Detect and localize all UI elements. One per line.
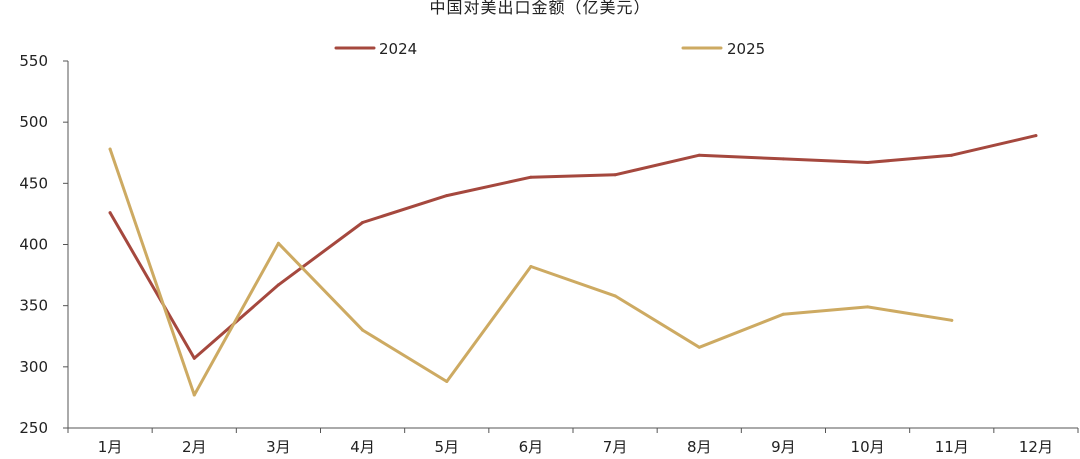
x-tick-label: 5月 xyxy=(434,438,459,456)
data-point-2025 xyxy=(193,393,196,396)
y-tick-label: 450 xyxy=(19,174,48,192)
y-tick-label: 550 xyxy=(19,52,48,70)
legend-label-2024: 2024 xyxy=(379,40,417,58)
data-point-2025 xyxy=(277,242,280,245)
data-point-2024 xyxy=(277,283,280,286)
legend-label-2025: 2025 xyxy=(727,40,765,58)
data-point-2024 xyxy=(445,194,448,197)
data-point-2024 xyxy=(529,176,532,179)
data-point-2024 xyxy=(698,154,701,157)
data-point-2024 xyxy=(109,211,112,214)
axes xyxy=(68,61,1078,428)
x-tick-label: 3月 xyxy=(266,438,291,456)
x-axis-ticks: 1月 2月 3月 4月 5月 6月 7月 8月 9月 10月 11月 12月 xyxy=(68,428,1078,456)
data-point-2024 xyxy=(361,221,364,224)
data-point-2024 xyxy=(782,157,785,160)
x-tick-label: 11月 xyxy=(935,438,969,456)
series-group xyxy=(109,134,1038,396)
x-tick-label: 12月 xyxy=(1019,438,1053,456)
x-tick-label: 4月 xyxy=(350,438,375,456)
y-tick-label: 500 xyxy=(19,113,48,131)
y-axis-ticks: 250 300 350 400 450 500 550 xyxy=(19,52,68,437)
data-point-2025 xyxy=(529,265,532,268)
x-tick-label: 7月 xyxy=(603,438,628,456)
data-point-2024 xyxy=(614,173,617,176)
y-tick-label: 400 xyxy=(19,236,48,254)
x-tick-label: 1月 xyxy=(98,438,123,456)
x-tick-label: 9月 xyxy=(771,438,796,456)
series-line-2024 xyxy=(110,136,1036,359)
data-point-2025 xyxy=(614,294,617,297)
data-point-2024 xyxy=(866,161,869,164)
legend: 2024 2025 xyxy=(336,40,765,58)
data-point-2024 xyxy=(950,154,953,157)
x-tick-label: 8月 xyxy=(687,438,712,456)
data-point-2025 xyxy=(361,329,364,332)
data-point-2025 xyxy=(950,319,953,322)
x-tick-label: 2月 xyxy=(182,438,207,456)
y-tick-label: 250 xyxy=(19,419,48,437)
data-point-2025 xyxy=(698,346,701,349)
chart-title: 中国对美出口金额（亿美元） xyxy=(429,0,650,17)
data-point-2025 xyxy=(782,313,785,316)
data-point-2024 xyxy=(1034,134,1037,137)
x-tick-label: 6月 xyxy=(519,438,544,456)
series-line-2025 xyxy=(110,149,952,395)
data-point-2025 xyxy=(109,148,112,151)
y-tick-label: 350 xyxy=(19,297,48,315)
data-point-2025 xyxy=(866,305,869,308)
x-tick-label: 10月 xyxy=(851,438,885,456)
y-tick-label: 300 xyxy=(19,358,48,376)
data-point-2025 xyxy=(445,380,448,383)
data-point-2024 xyxy=(193,357,196,360)
